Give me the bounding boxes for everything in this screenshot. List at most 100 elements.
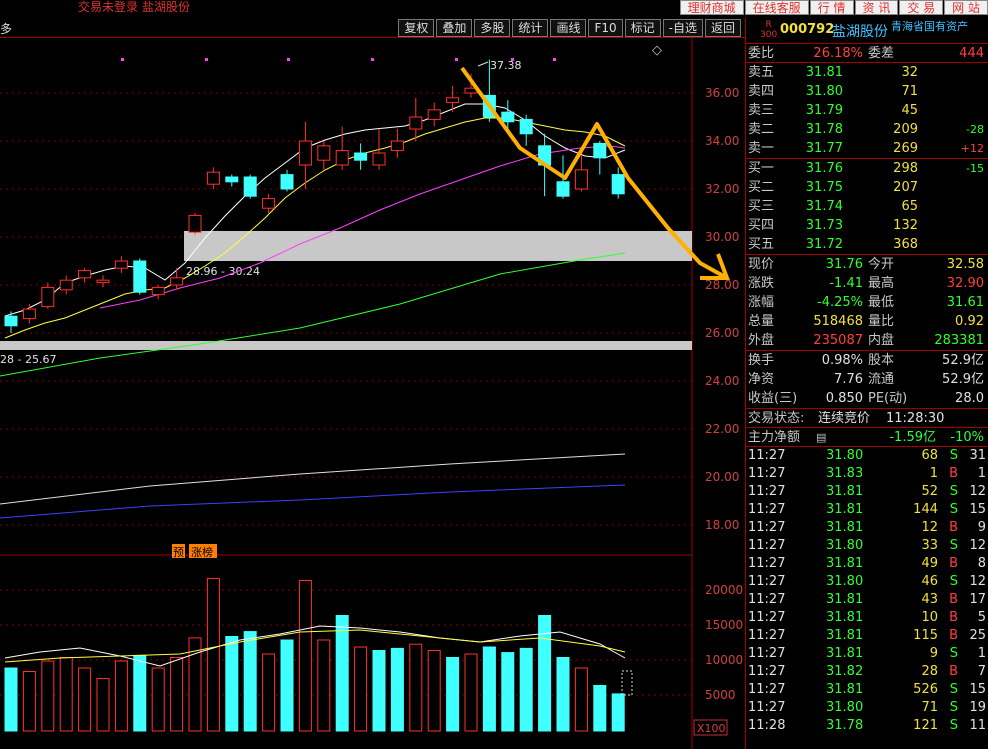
stat-row[interactable]: 现价 31.76 今开 32.58 bbox=[748, 257, 984, 272]
candle-body[interactable] bbox=[372, 152, 386, 166]
sell-level-row[interactable]: 卖四 31.80 71 bbox=[748, 84, 918, 99]
period-label[interactable]: 多 bbox=[0, 22, 13, 36]
volume-bar[interactable] bbox=[409, 643, 423, 732]
tick-list[interactable]: 11:27 31.80 68 S 31 11:27 31.83 1 B 1 11:27 31.81 52… bbox=[746, 447, 988, 735]
buy-level-row[interactable]: 买五 31.72 368 bbox=[748, 237, 918, 252]
tick-row[interactable]: 11:27 31.81 10 B 5 bbox=[748, 610, 986, 625]
candle-body[interactable] bbox=[611, 174, 625, 195]
statistics-button[interactable]: 统计 bbox=[512, 19, 549, 37]
tick-row[interactable]: 11:27 31.83 1 B 1 bbox=[748, 466, 986, 481]
volume-bar[interactable] bbox=[170, 657, 184, 732]
menu-quotes[interactable]: 行 情 bbox=[809, 0, 854, 15]
volume-bar[interactable] bbox=[317, 639, 331, 732]
candle-body[interactable] bbox=[354, 152, 368, 161]
menu-online-service[interactable]: 在线客服 bbox=[744, 0, 809, 15]
tick-row[interactable]: 11:27 31.80 71 S 19 bbox=[748, 700, 986, 715]
kline-chart[interactable]: 36.00 34.00 32.00 30.00 28.00 26.00 24.00 22.00… bbox=[0, 38, 745, 749]
candle-body[interactable] bbox=[78, 270, 92, 279]
tick-row[interactable]: 11:27 31.81 526 S 15 bbox=[748, 682, 986, 697]
menu-wealth-mall[interactable]: 理财商城 bbox=[679, 0, 744, 15]
volume-bar[interactable] bbox=[372, 650, 386, 732]
diamond-icon[interactable]: ◇ bbox=[652, 43, 662, 58]
f10-button[interactable]: F10 bbox=[588, 19, 623, 37]
volume-bar[interactable] bbox=[133, 654, 147, 732]
candle-body[interactable] bbox=[151, 286, 165, 296]
tick-row[interactable]: 11:27 31.80 46 S 12 bbox=[748, 574, 986, 589]
candle-body[interactable] bbox=[243, 176, 257, 197]
list-icon[interactable]: ▤ bbox=[816, 431, 827, 444]
candle-body[interactable] bbox=[335, 150, 349, 166]
badge-rank[interactable] bbox=[189, 544, 217, 558]
candle-body[interactable] bbox=[206, 171, 220, 185]
buy-level-row[interactable]: 买四 31.73 132 bbox=[748, 218, 918, 233]
candle-body[interactable] bbox=[446, 97, 460, 104]
candle-body[interactable] bbox=[280, 174, 294, 190]
volume-bar[interactable] bbox=[22, 671, 36, 732]
candle-body[interactable] bbox=[298, 140, 312, 166]
volume-bar[interactable] bbox=[354, 646, 368, 732]
volume-bar[interactable] bbox=[262, 653, 276, 732]
tick-row[interactable]: 11:27 31.82 28 B 7 bbox=[748, 664, 986, 679]
volume-bar[interactable] bbox=[96, 678, 110, 732]
tick-row[interactable]: 11:27 31.81 9 S 1 bbox=[748, 646, 986, 661]
tick-row[interactable]: 11:27 31.81 115 B 25 bbox=[748, 628, 986, 643]
volume-bar[interactable] bbox=[78, 667, 92, 732]
volume-bar[interactable] bbox=[464, 653, 478, 732]
volume-bar[interactable] bbox=[151, 667, 165, 732]
mark-button[interactable]: 标记 bbox=[624, 19, 661, 37]
volume-bar[interactable] bbox=[243, 631, 257, 732]
multi-stock-button[interactable]: 多股 bbox=[474, 19, 511, 37]
volume-bar[interactable] bbox=[538, 615, 552, 732]
volume-bar[interactable] bbox=[427, 650, 441, 732]
volume-bar[interactable] bbox=[41, 660, 55, 732]
candle-body[interactable] bbox=[574, 169, 588, 190]
tick-row[interactable]: 11:27 31.81 43 B 17 bbox=[748, 592, 986, 607]
back-button[interactable]: 返回 bbox=[704, 19, 741, 37]
stat-row[interactable]: 涨跌 -1.41 最高 32.90 bbox=[748, 276, 984, 291]
candle-body[interactable] bbox=[501, 111, 515, 123]
overlay-button[interactable]: 叠加 bbox=[436, 19, 473, 37]
candle-body[interactable] bbox=[262, 198, 276, 209]
menu-trade[interactable]: 交 易 bbox=[899, 0, 944, 15]
volume-bar[interactable] bbox=[4, 667, 18, 732]
tick-row[interactable]: 11:27 31.81 49 B 8 bbox=[748, 556, 986, 571]
stat-row[interactable]: 净资 7.76 流通 52.9亿 bbox=[748, 372, 984, 387]
candle-body[interactable] bbox=[22, 308, 36, 320]
volume-bar[interactable] bbox=[574, 667, 588, 732]
volume-bar[interactable] bbox=[335, 615, 349, 732]
sell-level-row[interactable]: 卖三 31.79 45 bbox=[748, 103, 918, 118]
volume-bar[interactable] bbox=[556, 657, 570, 732]
buy-level-row[interactable]: 买二 31.75 207 bbox=[748, 180, 918, 195]
sell-level-row[interactable]: 卖五 31.81 32 bbox=[748, 65, 918, 80]
tick-row[interactable]: 11:27 31.80 68 S 31 bbox=[748, 448, 986, 463]
adjust-button[interactable]: 复权 bbox=[398, 19, 435, 37]
volume-bar[interactable] bbox=[59, 657, 73, 732]
candle-body[interactable] bbox=[4, 315, 18, 327]
badge-pre[interactable] bbox=[172, 544, 185, 558]
volume-bar[interactable] bbox=[446, 657, 460, 732]
menu-news[interactable]: 资 讯 bbox=[854, 0, 899, 15]
buy-level-row[interactable]: 买三 31.74 65 bbox=[748, 199, 918, 214]
stat-row[interactable]: 换手 0.98% 股本 52.9亿 bbox=[748, 353, 984, 368]
tick-row[interactable]: 11:27 31.80 33 S 12 bbox=[748, 538, 986, 553]
tick-row[interactable]: 11:27 31.81 52 S 12 bbox=[748, 484, 986, 499]
candle-body[interactable] bbox=[59, 279, 73, 291]
candle-body[interactable] bbox=[114, 260, 128, 269]
stat-row[interactable]: 外盘 235087 内盘 283381 bbox=[748, 333, 984, 348]
candle-body[interactable] bbox=[96, 279, 110, 284]
candle-body[interactable] bbox=[409, 116, 423, 130]
login-status[interactable]: 交易未登录 bbox=[78, 0, 139, 14]
volume-bar[interactable] bbox=[280, 639, 294, 732]
candle-body[interactable] bbox=[317, 145, 331, 161]
candle-body[interactable] bbox=[225, 176, 239, 183]
tick-row[interactable]: 11:27 31.81 144 S 15 bbox=[748, 502, 986, 517]
candle-body[interactable] bbox=[556, 181, 570, 197]
candle-body[interactable] bbox=[188, 214, 202, 233]
volume-bar[interactable] bbox=[298, 580, 312, 732]
remove-watchlist-button[interactable]: -自选 bbox=[662, 19, 703, 37]
volume-bar[interactable] bbox=[519, 647, 533, 732]
stat-row[interactable]: 收益(三) 0.850 PE(动) 28.0 bbox=[748, 391, 984, 406]
stat-row[interactable]: 涨幅 -4.25% 最低 31.61 bbox=[748, 295, 984, 310]
sell-level-row[interactable]: 卖一 31.77 269 +12 bbox=[748, 141, 984, 156]
volume-bar[interactable] bbox=[611, 693, 625, 732]
